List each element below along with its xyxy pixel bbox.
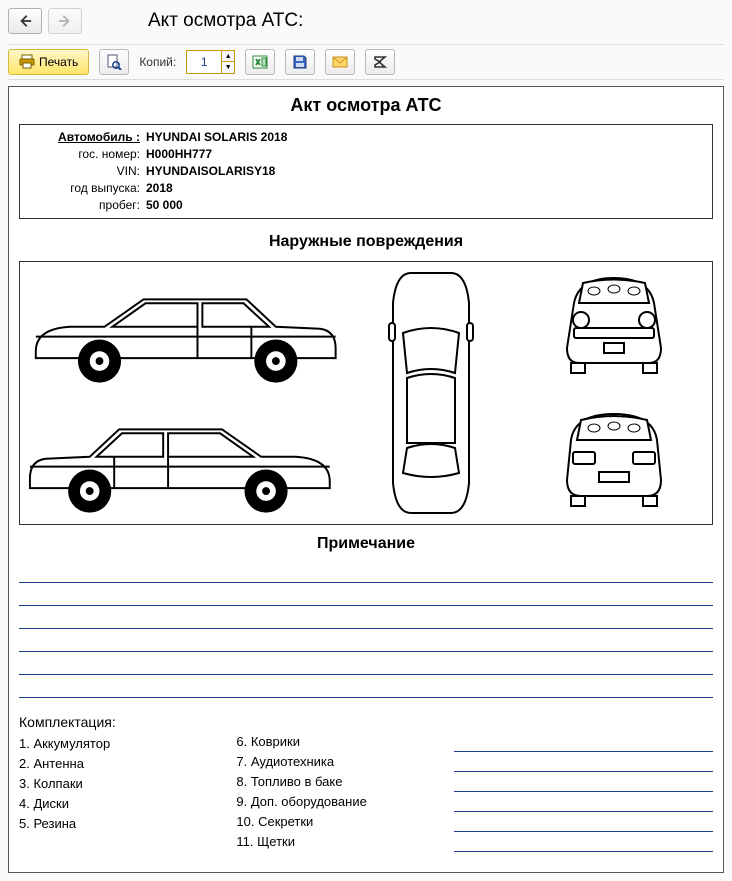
vehicle-info-block: Автомобиль : HYUNDAI SOLARIS 2018 гос. н… (19, 124, 713, 219)
nav-back-button[interactable] (8, 8, 42, 34)
note-line (19, 678, 713, 698)
equipment-item: 3. Колпаки (19, 774, 218, 794)
equipment-item: 11. Щетки (236, 832, 435, 852)
note-line (19, 632, 713, 652)
car-rear-icon (549, 402, 679, 512)
note-line (19, 563, 713, 583)
document-title: Акт осмотра АТС (19, 95, 713, 116)
equipment-value-line (454, 832, 713, 852)
spinner-down-button[interactable]: ▼ (222, 62, 234, 73)
mileage-label: пробег: (26, 197, 146, 214)
copies-label: Копий: (139, 55, 176, 69)
vehicle-value: HYUNDAI SOLARIS 2018 (146, 129, 287, 146)
equipment-item: 1. Аккумулятор (19, 734, 218, 754)
equipment-item: 2. Антенна (19, 754, 218, 774)
excel-icon (252, 54, 268, 70)
print-button[interactable]: Печать (8, 49, 89, 75)
year-label: год выпуска: (26, 180, 146, 197)
equipment-title: Комплектация: (19, 712, 218, 732)
car-side-left-icon (26, 268, 340, 386)
nav-forward-button[interactable] (48, 8, 82, 34)
mileage-value: 50 000 (146, 197, 183, 214)
damage-heading: Наружные повреждения (19, 233, 713, 251)
printer-icon (19, 54, 35, 70)
envelope-icon (332, 54, 348, 70)
note-line (19, 586, 713, 606)
notes-heading: Примечание (19, 535, 713, 553)
note-line (19, 609, 713, 629)
email-button[interactable] (325, 49, 355, 75)
copies-input[interactable] (187, 51, 221, 73)
preview-button[interactable] (99, 49, 129, 75)
document-area: Акт осмотра АТС Автомобиль : HYUNDAI SOL… (8, 86, 724, 873)
plate-label: гос. номер: (26, 146, 146, 163)
equipment-value-line (454, 812, 713, 832)
note-line (19, 655, 713, 675)
year-value: 2018 (146, 180, 173, 197)
equipment-item: 9. Доп. оборудование (236, 792, 435, 812)
export-excel-button[interactable] (245, 49, 275, 75)
sigma-icon (372, 54, 388, 70)
car-front-icon (549, 268, 679, 378)
equipment-item: 8. Топливо в баке (236, 772, 435, 792)
equipment-value-line (454, 752, 713, 772)
print-label: Печать (39, 55, 78, 69)
equipment-item: 7. Аудиотехника (236, 752, 435, 772)
vin-label: VIN: (26, 163, 146, 180)
equipment-item: 5. Резина (19, 814, 218, 834)
sum-button[interactable] (365, 49, 395, 75)
equipment-block: Комплектация: 1. Аккумулятор2. Антенна3.… (19, 712, 713, 852)
equipment-item: 4. Диски (19, 794, 218, 814)
save-button[interactable] (285, 49, 315, 75)
arrow-right-icon (58, 14, 72, 28)
spinner-up-button[interactable]: ▲ (222, 51, 234, 62)
equipment-value-line (454, 732, 713, 752)
vehicle-label: Автомобиль : (26, 129, 146, 146)
equipment-value-line (454, 772, 713, 792)
plate-value: H000HH777 (146, 146, 212, 163)
vin-value: HYUNDAISOLARISY18 (146, 163, 275, 180)
arrow-left-icon (18, 14, 32, 28)
magnifier-doc-icon (106, 54, 122, 70)
floppy-icon (292, 54, 308, 70)
equipment-item: 10. Секретки (236, 812, 435, 832)
copies-spinner[interactable]: ▲ ▼ (186, 50, 235, 74)
window-title: Акт осмотра АТС: (148, 10, 303, 32)
damage-diagram (19, 261, 713, 525)
car-top-icon (381, 268, 481, 518)
equipment-value-line (454, 792, 713, 812)
car-side-right-icon (26, 398, 340, 516)
notes-lines (19, 563, 713, 698)
equipment-item: 6. Коврики (236, 732, 435, 752)
